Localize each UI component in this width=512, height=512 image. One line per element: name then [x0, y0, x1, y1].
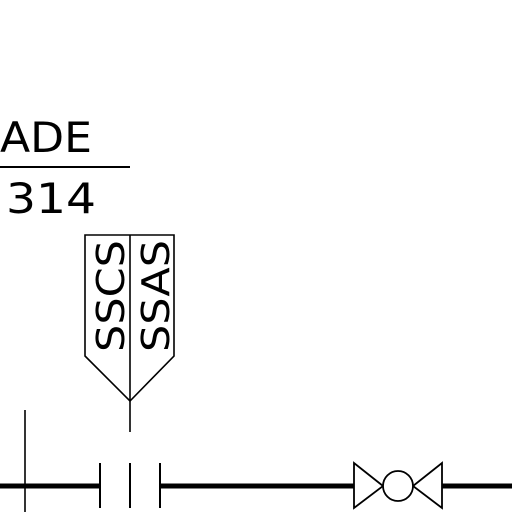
- tag-left-text: SSCS: [89, 240, 133, 352]
- tag-flag-outline: [84, 234, 175, 403]
- tag-right-text: SSAS: [134, 240, 178, 352]
- label-bottom-text: 314: [6, 174, 96, 223]
- label-top-text: ADE: [0, 113, 92, 162]
- valve-left-triangle: [353, 461, 385, 510]
- valve-right-triangle: [411, 461, 443, 510]
- valve-center-circle: [382, 470, 414, 502]
